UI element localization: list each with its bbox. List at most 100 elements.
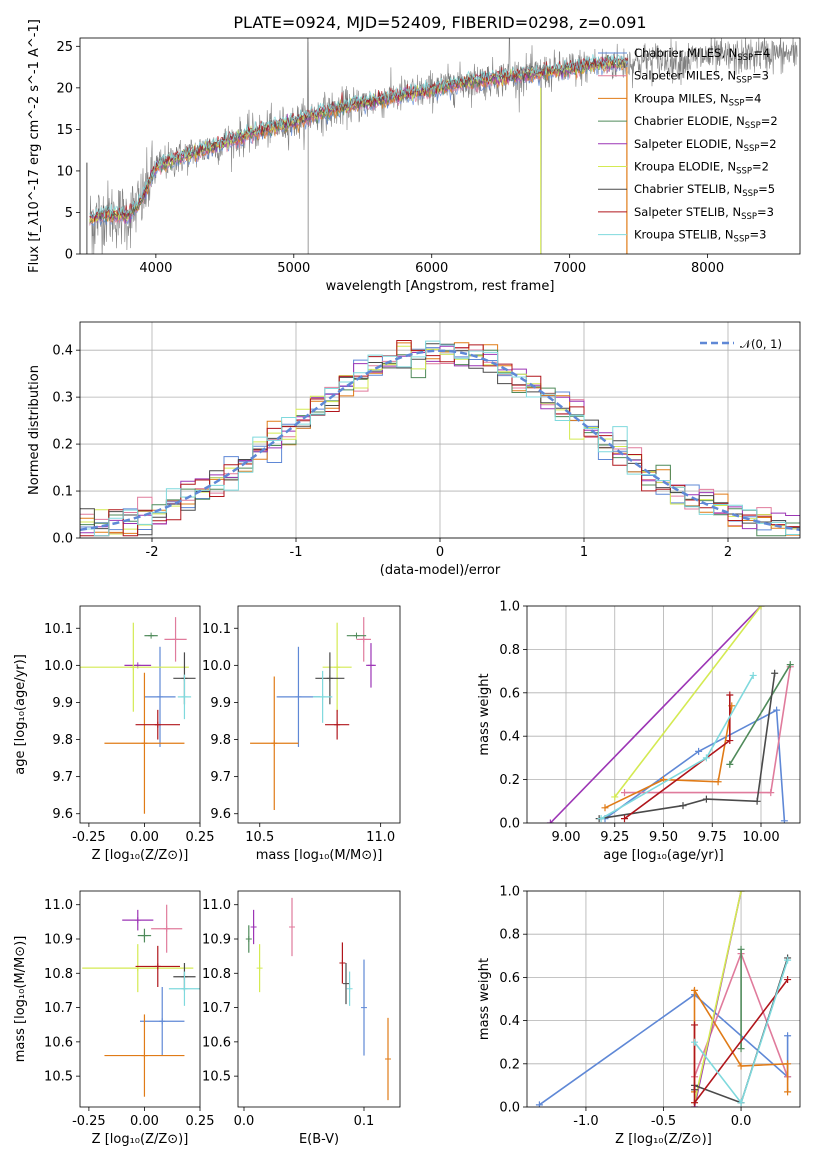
- errorbar-point: [135, 709, 180, 740]
- legend-nssp-subscript: SSP: [742, 189, 758, 199]
- legend-name: Chabrier ELODIE: [634, 114, 729, 128]
- legend-name: Chabrier STELIB: [634, 182, 726, 196]
- series-point: [535, 1101, 543, 1107]
- legend-nssp-prefix: , N: [720, 160, 736, 174]
- y-tick-label: 9.8: [210, 733, 231, 748]
- errorbar-point: [135, 945, 180, 987]
- series-point: [679, 802, 687, 810]
- legend-entry: Kroupa ELODIE, NSSP=2: [634, 160, 769, 177]
- series-point: [726, 760, 734, 768]
- x-axis-label: Z [log₁₀(Z/Z⊙)]: [615, 1132, 712, 1147]
- x-axis-label: E(B-V): [299, 1132, 339, 1147]
- legend-name: Chabrier MILES: [634, 46, 721, 60]
- point-marker: [245, 936, 252, 942]
- panel-mass-vs-EBV: 0.0 0.1 10.5 10.6 10.7 10.8 10.9 11.0 E(B-V): [202, 890, 401, 1147]
- axes-frame: [526, 605, 801, 824]
- y-tick-label: 10.1: [44, 622, 73, 637]
- x-tick-label: -0.25: [72, 830, 106, 845]
- series: [621, 691, 734, 823]
- point-marker: [271, 740, 278, 747]
- axes-frame: [79, 321, 801, 539]
- x-tick-label: 2: [724, 545, 732, 560]
- panel-age-vs-mass: 10.5 11.0 9.6 9.7 9.8 9.9 10.0 10.1 mass [log₁₀(…: [202, 605, 401, 863]
- errorbars: [82, 904, 200, 1097]
- errorbar-point: [356, 617, 371, 662]
- observed-spectrum: [89, 38, 798, 254]
- errorbar-point: [122, 909, 154, 931]
- legend-nssp-value: =2: [761, 114, 778, 128]
- point-marker: [130, 664, 137, 671]
- point-marker: [181, 985, 188, 992]
- y-tick-label: 0.4: [499, 730, 520, 745]
- x-tick-label: -1: [290, 545, 303, 560]
- errorbars: [245, 897, 391, 1101]
- panel-mass-weight-vs-age: 9.00 9.25 9.50 9.75 10.00 0.0 0.2 0.4 0.6 0.8 1.0 a…: [477, 600, 801, 863]
- point-marker: [295, 693, 302, 700]
- series: [611, 606, 765, 801]
- x-tick-label: 0.25: [186, 830, 215, 845]
- series-point: [726, 691, 734, 699]
- point-marker: [367, 662, 374, 669]
- y-tick-label: 9.9: [210, 696, 231, 711]
- series-point: [749, 671, 757, 679]
- legend-nssp-value: =5: [758, 182, 775, 196]
- axes-frame: [79, 605, 201, 824]
- y-tick-label: 10.5: [44, 1070, 73, 1085]
- series-point: [691, 1038, 699, 1046]
- point-marker: [141, 932, 148, 939]
- series-line: [729, 664, 791, 765]
- legend-nssp-subscript: SSP: [729, 98, 745, 108]
- series-point: [702, 795, 710, 803]
- model-spectrum: [89, 56, 628, 224]
- legend-nssp-subscript: SSP: [734, 235, 750, 245]
- series-line: [549, 606, 762, 823]
- model-spectrum: [89, 60, 628, 227]
- legend-name: Salpeter ELODIE: [634, 137, 728, 151]
- panel-spectrum: 4000 5000 6000 7000 8000 0 5 10 15 20 25 wavelength…: [27, 19, 801, 294]
- errorbar-point: [346, 971, 353, 1006]
- errorbar-point: [256, 944, 263, 993]
- x-axis-label: mass [log₁₀(M/M⊙)]: [256, 848, 383, 863]
- legend-name: Kroupa ELODIE: [634, 160, 720, 174]
- y-tick-label: 0.4: [499, 1014, 520, 1029]
- errorbar-point: [385, 1017, 391, 1101]
- x-axis-label: Z [log₁₀(Z/Z⊙)]: [92, 1132, 189, 1147]
- legend-nssp-subscript: SSP: [737, 53, 753, 63]
- x-tick-label: 11.0: [366, 830, 395, 845]
- series-point: [784, 976, 792, 984]
- errorbar-point: [168, 971, 200, 1006]
- x-tick-label: 0.0: [234, 1114, 255, 1129]
- point-marker: [181, 693, 188, 700]
- axes-frame: [526, 890, 801, 1108]
- series-point: [757, 606, 765, 610]
- point-marker: [326, 675, 333, 682]
- legend-entry: 𝒩(0, 1): [740, 337, 782, 351]
- legend-nssp-subscript: SSP: [736, 167, 752, 177]
- point-marker: [334, 721, 341, 728]
- errorbar-point: [346, 632, 367, 639]
- y-tick-label: 9.7: [210, 770, 231, 785]
- y-tick-label: 10.9: [44, 933, 73, 948]
- point-marker: [289, 924, 295, 930]
- legend-nssp-value: =4: [753, 46, 770, 60]
- y-axis-label: Normed distribution: [27, 365, 42, 495]
- legend-nssp-prefix: , N: [725, 205, 741, 219]
- y-tick-label: 9.9: [52, 696, 73, 711]
- y-tick-label: 10.8: [44, 967, 73, 982]
- x-tick-label: 0.25: [186, 1114, 215, 1129]
- errorbar-point: [245, 925, 252, 953]
- y-tick-label: 0.0: [52, 532, 73, 547]
- legend-nssp-value: =2: [752, 160, 769, 174]
- errorbar-point: [144, 632, 158, 639]
- series-point: [737, 1062, 745, 1070]
- legend-name: Salpeter STELIB: [634, 205, 725, 219]
- x-axis-label: wavelength [Angstrom, rest frame]: [326, 279, 555, 294]
- x-tick-label: 5000: [277, 261, 310, 276]
- series-lines: [535, 891, 792, 1107]
- panel-residuals: -2 -1 0 1 2 0.0 0.1 0.2 0.3 0.4 (data-model)/error…: [27, 321, 801, 578]
- y-axis-label: mass weight: [477, 673, 492, 755]
- series-point: [597, 815, 605, 823]
- point-marker: [343, 980, 349, 987]
